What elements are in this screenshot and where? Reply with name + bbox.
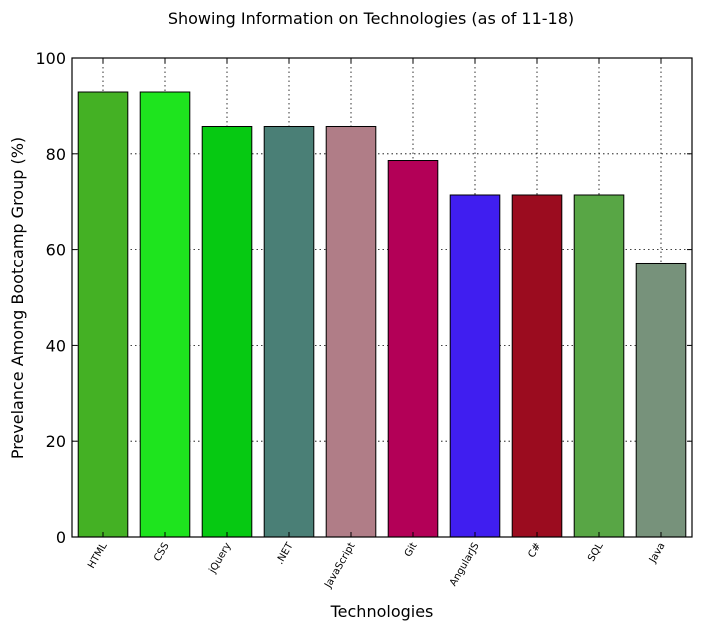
x-tick-label-sql: SQL [586, 541, 606, 564]
bar-git [387, 160, 439, 538]
bar-html [77, 91, 129, 538]
bars [77, 91, 687, 538]
bar-c [511, 194, 563, 538]
x-tick-label-html: HTML [86, 541, 110, 571]
chart-title: Showing Information on Technologies (as … [168, 9, 574, 28]
x-tick-label-javascript: JavaScript [323, 541, 358, 591]
y-tick-label-0: 0 [56, 528, 66, 547]
bar-net [263, 125, 315, 538]
y-tick-label-60: 60 [46, 241, 66, 260]
x-tick-label-git: Git [403, 541, 420, 559]
bar-css [139, 91, 191, 538]
bar-javascript [325, 125, 377, 538]
x-tick-label-jquery: jQuery [207, 541, 234, 576]
bar-sql [573, 194, 625, 538]
x-tick-label-angularjs: AngularJS [448, 541, 482, 588]
x-tick-label-net: .NET [275, 540, 297, 566]
plot-frame [71, 57, 693, 538]
x-tick-label-c: C# [526, 541, 543, 560]
x-tick-label-java: Java [647, 541, 668, 566]
bar-jquery [201, 125, 253, 538]
y-axis-label: Prevelance Among Bootcamp Group (%) [8, 137, 27, 459]
y-axis: 0 20 40 60 80 100 [35, 49, 692, 547]
y-tick-label-100: 100 [35, 49, 66, 68]
bar-java [635, 262, 687, 538]
bar-angularjs [449, 194, 501, 538]
y-tick-label-40: 40 [46, 336, 66, 355]
y-tick-label-80: 80 [46, 145, 66, 164]
x-axis-label: Technologies [330, 602, 434, 621]
y-tick-label-20: 20 [46, 432, 66, 451]
x-tick-label-css: CSS [152, 541, 171, 564]
